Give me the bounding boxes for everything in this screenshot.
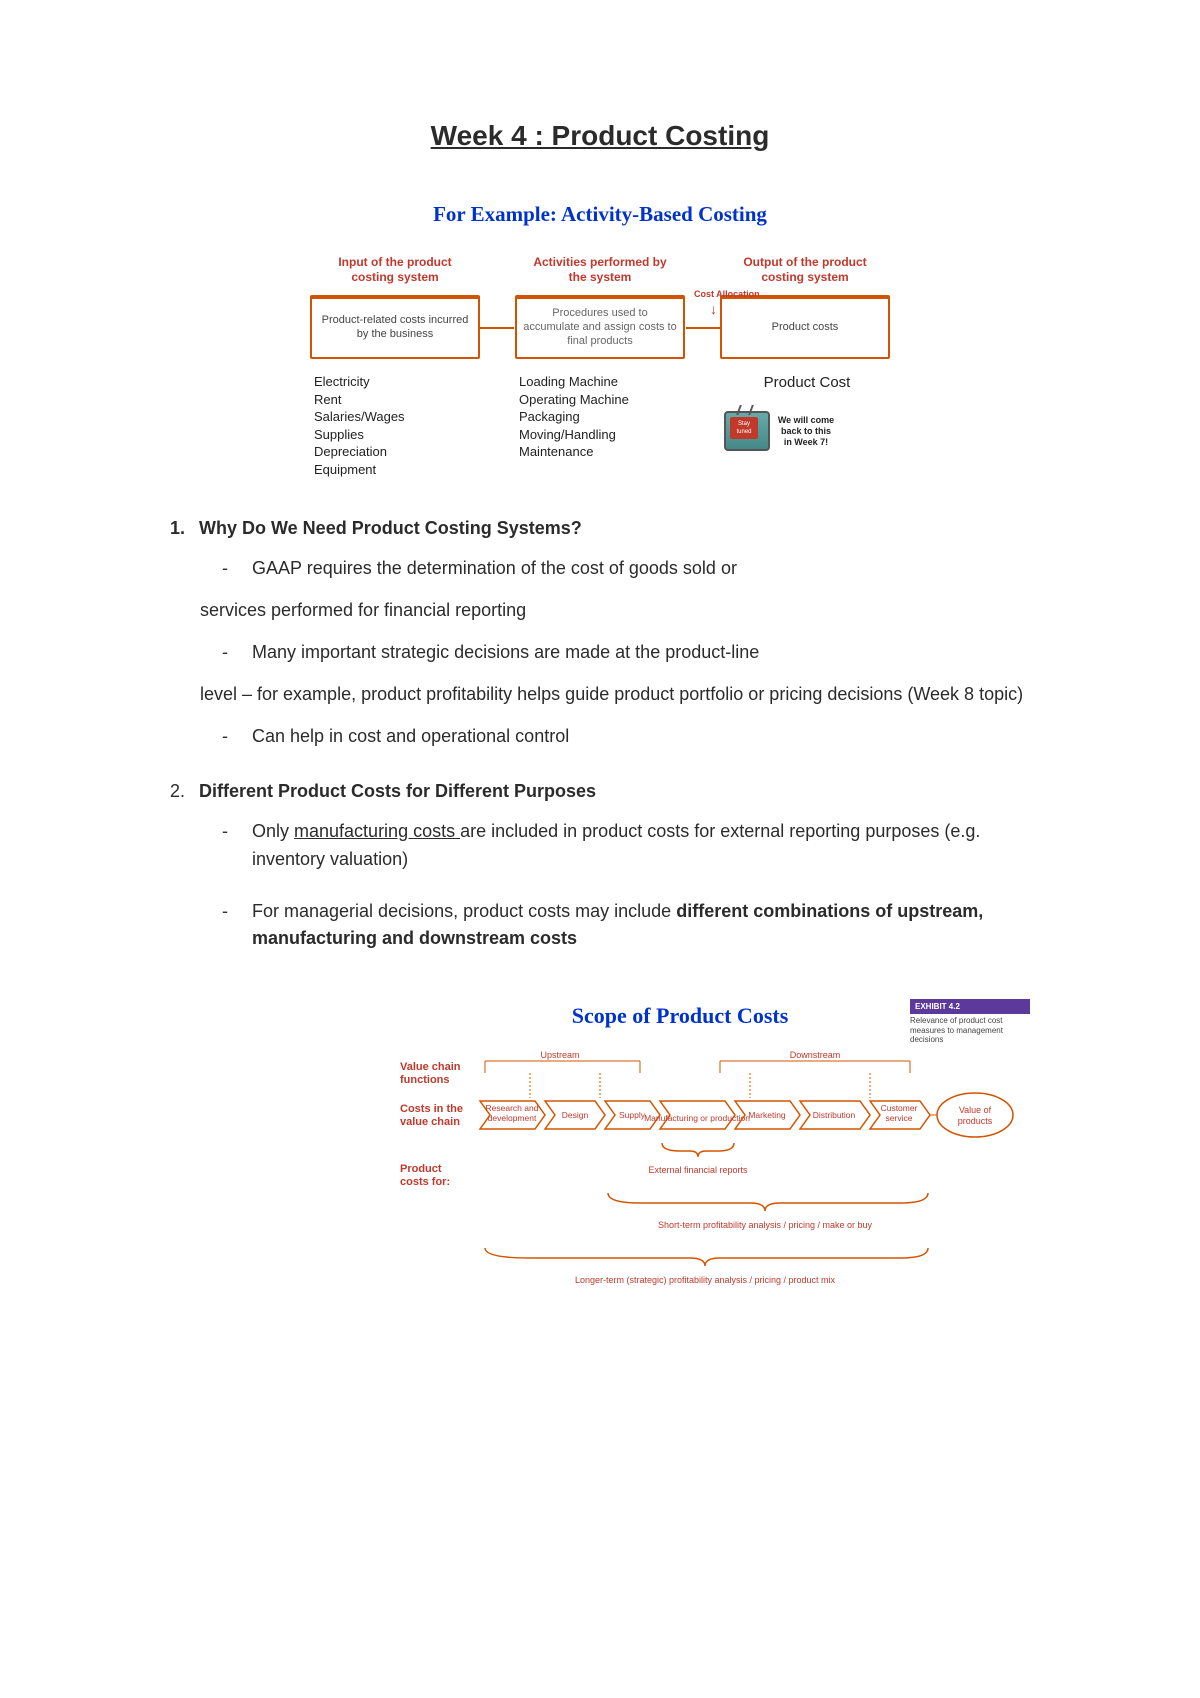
- dash-icon: -: [222, 555, 234, 583]
- svg-text:Manufacturing or production: Manufacturing or production: [644, 1113, 750, 1123]
- abc-col3-box: Product costs: [720, 295, 890, 359]
- svg-text:Customerservice: Customerservice: [881, 1103, 918, 1123]
- bullet: - For managerial decisions, product cost…: [222, 898, 1030, 954]
- chevron-row: Research anddevelopment Design Supply Ma…: [480, 1101, 930, 1129]
- abc-diagram: For Example: Activity-Based Costing Inpu…: [310, 202, 890, 478]
- abc-col3-head: Output of the product costing system: [720, 245, 890, 295]
- connector-line: [480, 327, 514, 329]
- dash-icon: -: [222, 639, 234, 667]
- text: For managerial decisions, product costs …: [252, 901, 676, 921]
- bullet-continuation: services performed for financial reporti…: [200, 597, 1030, 625]
- tv-icon: Stay tuned: [724, 411, 770, 451]
- downstream-label: Downstream: [790, 1050, 841, 1060]
- example-item: Moving/Handling: [519, 426, 685, 444]
- abc-examples-left: Electricity Rent Salaries/Wages Supplies…: [310, 373, 480, 478]
- page-title: Week 4 : Product Costing: [170, 120, 1030, 152]
- dash-icon: -: [222, 898, 234, 954]
- example-item: Maintenance: [519, 443, 685, 461]
- brace-label-3: Longer-term (strategic) profitability an…: [575, 1275, 836, 1285]
- bullet-text: GAAP requires the determination of the c…: [252, 555, 1030, 583]
- text: Only: [252, 821, 294, 841]
- bullet-text: Can help in cost and operational control: [252, 723, 1030, 751]
- brace-label-1: External financial reports: [648, 1165, 748, 1175]
- section-1-heading: 1. Why Do We Need Product Costing System…: [170, 518, 1030, 539]
- dash-icon: -: [222, 723, 234, 751]
- text-underline: manufacturing costs: [294, 821, 460, 841]
- connector-line: [686, 327, 720, 329]
- abc-col1-head: Input of the product costing system: [310, 245, 480, 295]
- bullet: - Can help in cost and operational contr…: [222, 723, 1030, 751]
- svg-text:Research anddevelopment: Research anddevelopment: [486, 1103, 539, 1123]
- exhibit-badge: EXHIBIT 4.2 Relevance of product cost me…: [910, 999, 1030, 1045]
- section-title: Why Do We Need Product Costing Systems?: [199, 518, 582, 539]
- abc-col2-head: Activities performed by the system: [515, 245, 685, 295]
- example-item: Packaging: [519, 408, 685, 426]
- section-title: Different Product Costs for Different Pu…: [199, 781, 596, 802]
- svg-text:Design: Design: [562, 1110, 589, 1120]
- section-number: 2.: [170, 781, 185, 802]
- bullet-text: Only manufacturing costs are included in…: [252, 818, 1030, 874]
- abc-col2-box: Procedures used to accumulate and assign…: [515, 295, 685, 359]
- bullet-continuation: level – for example, product profitabili…: [200, 681, 1030, 709]
- example-item: Operating Machine: [519, 391, 685, 409]
- exhibit-badge-title: EXHIBIT 4.2: [910, 999, 1030, 1014]
- example-item: Salaries/Wages: [314, 408, 480, 426]
- bullet-text: For managerial decisions, product costs …: [252, 898, 1030, 954]
- section-2-heading: 2. Different Product Costs for Different…: [170, 781, 1030, 802]
- scope-diagram: Scope of Product Costs EXHIBIT 4.2 Relev…: [400, 1003, 1020, 1323]
- scope-title: Scope of Product Costs: [500, 1003, 860, 1029]
- svg-text:Supply: Supply: [619, 1110, 646, 1120]
- example-item: Depreciation: [314, 443, 480, 461]
- cost-allocation-arrow-icon: ↓: [710, 301, 717, 317]
- abc-title: For Example: Activity-Based Costing: [310, 202, 890, 227]
- scope-svg: Upstream Downstream Research anddevelopm…: [400, 1043, 1020, 1313]
- example-item: Rent: [314, 391, 480, 409]
- exhibit-badge-sub: Relevance of product cost measures to ma…: [910, 1014, 1030, 1045]
- abc-examples-right: Product Cost Stay tuned We will come bac…: [720, 373, 890, 478]
- product-cost-label: Product Cost: [724, 373, 890, 393]
- brace-label-2: Short-term profitability analysis / pric…: [658, 1220, 873, 1230]
- abc-col1-box: Product-related costs incurred by the bu…: [310, 295, 480, 359]
- value-oval-text: Value ofproducts: [958, 1105, 993, 1126]
- example-item: Electricity: [314, 373, 480, 391]
- example-item: Supplies: [314, 426, 480, 444]
- bullet: - GAAP requires the determination of the…: [222, 555, 1030, 583]
- cost-allocation-label: Cost Allocation: [694, 289, 760, 299]
- example-item: Loading Machine: [519, 373, 685, 391]
- upstream-label: Upstream: [540, 1050, 579, 1060]
- tv-screen-text: Stay tuned: [730, 417, 758, 439]
- svg-text:Distribution: Distribution: [813, 1110, 856, 1120]
- bullet-text: Many important strategic decisions are m…: [252, 639, 1030, 667]
- abc-examples-middle: Loading Machine Operating Machine Packag…: [515, 373, 685, 478]
- svg-text:Marketing: Marketing: [748, 1110, 786, 1120]
- tv-note: We will come back to this in Week 7!: [776, 415, 836, 447]
- dash-icon: -: [222, 818, 234, 874]
- section-number: 1.: [170, 518, 185, 539]
- bullet: - Many important strategic decisions are…: [222, 639, 1030, 667]
- example-item: Equipment: [314, 461, 480, 479]
- bullet: - Only manufacturing costs are included …: [222, 818, 1030, 874]
